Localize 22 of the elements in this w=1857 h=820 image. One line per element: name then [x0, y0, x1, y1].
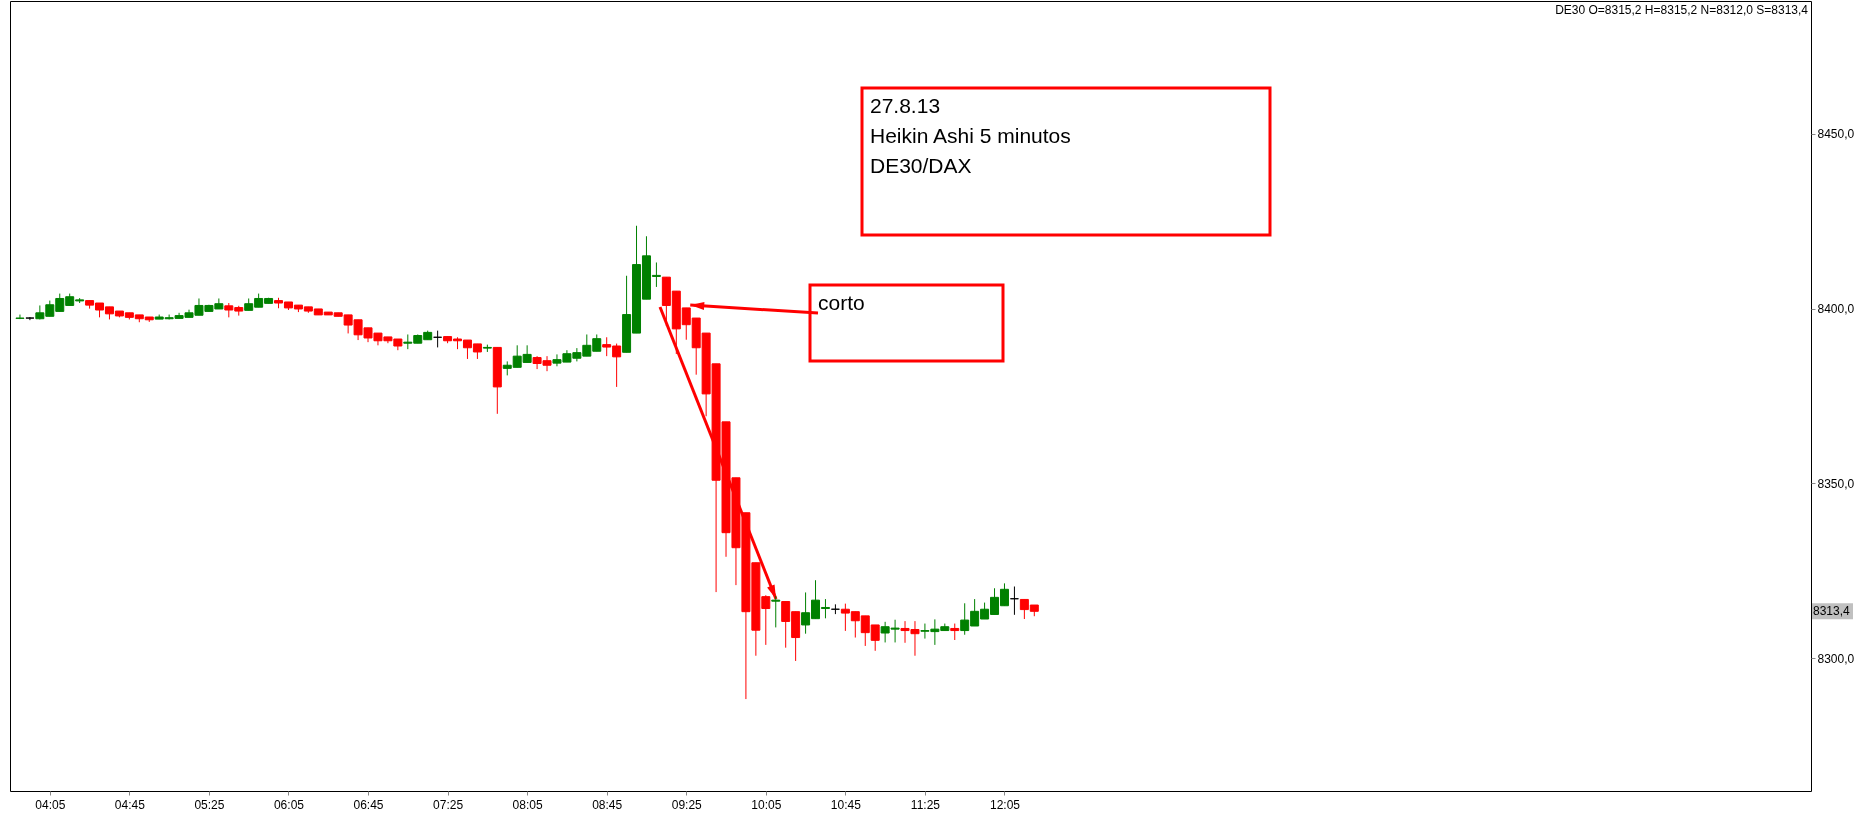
- y-tick-label: 8350,0: [1817, 476, 1855, 491]
- x-tick-label: 10:05: [751, 797, 782, 812]
- x-tick-label: 04:05: [35, 797, 66, 812]
- y-tick-label: 8300,0: [1817, 651, 1855, 666]
- annotation: corto: [818, 291, 865, 314]
- x-tick-label: 06:05: [273, 797, 305, 812]
- x-tick-label: 06:45: [353, 797, 384, 812]
- x-tick-label: 11:25: [910, 797, 941, 812]
- candlestick: [771, 595, 781, 628]
- x-tick-label: 09:25: [671, 797, 703, 812]
- text: 8313,4: [1813, 604, 1851, 619]
- x-tick-label: 10:45: [830, 797, 862, 812]
- y-tick-label: 8400,0: [1817, 302, 1855, 317]
- annotation: 27.8.13 Heikin Ashi 5 minutos DE30/DAX: [870, 94, 1071, 177]
- x-tick-label: 05:25: [194, 797, 225, 812]
- x-tick-label: 04:45: [114, 797, 146, 812]
- x-tick-label: 12:05: [989, 797, 1021, 812]
- y-tick-label: 8450,0: [1817, 127, 1855, 142]
- x-tick-label: 07:25: [433, 797, 464, 812]
- x-tick-label: 08:45: [592, 797, 623, 812]
- x-tick-label: 08:05: [512, 797, 543, 812]
- annotation: DE30 O=8315,2 H=8315,2 N=8312,0 S=8313,4: [1555, 3, 1809, 17]
